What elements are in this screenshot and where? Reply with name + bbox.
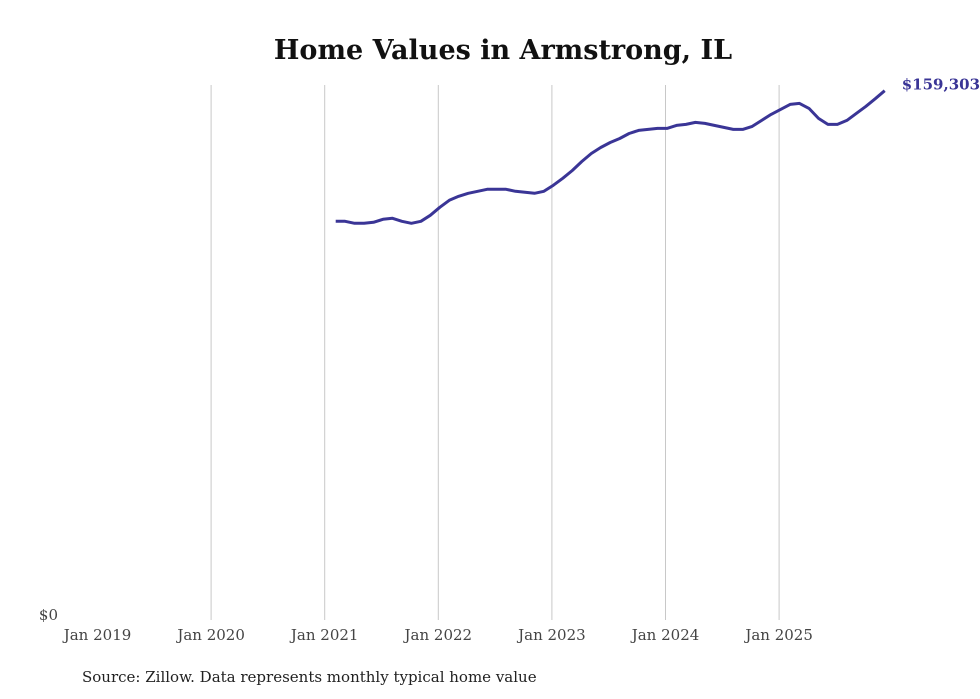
x-tick-label: Jan 2021 xyxy=(289,626,359,644)
end-value-label: $159,303 xyxy=(902,76,980,94)
x-tick-label: Jan 2022 xyxy=(403,626,473,644)
x-tick-label: Jan 2025 xyxy=(743,626,813,644)
chart-title: Home Values in Armstrong, IL xyxy=(274,35,732,66)
x-tick-label: Jan 2024 xyxy=(630,626,700,644)
source-note: Source: Zillow. Data represents monthly … xyxy=(82,668,537,686)
x-tick-label: Jan 2020 xyxy=(175,626,245,644)
y-tick-label: $0 xyxy=(39,606,58,624)
x-tick-label: Jan 2019 xyxy=(62,626,132,644)
series-line xyxy=(335,89,886,225)
x-tick-label: Jan 2023 xyxy=(516,626,586,644)
